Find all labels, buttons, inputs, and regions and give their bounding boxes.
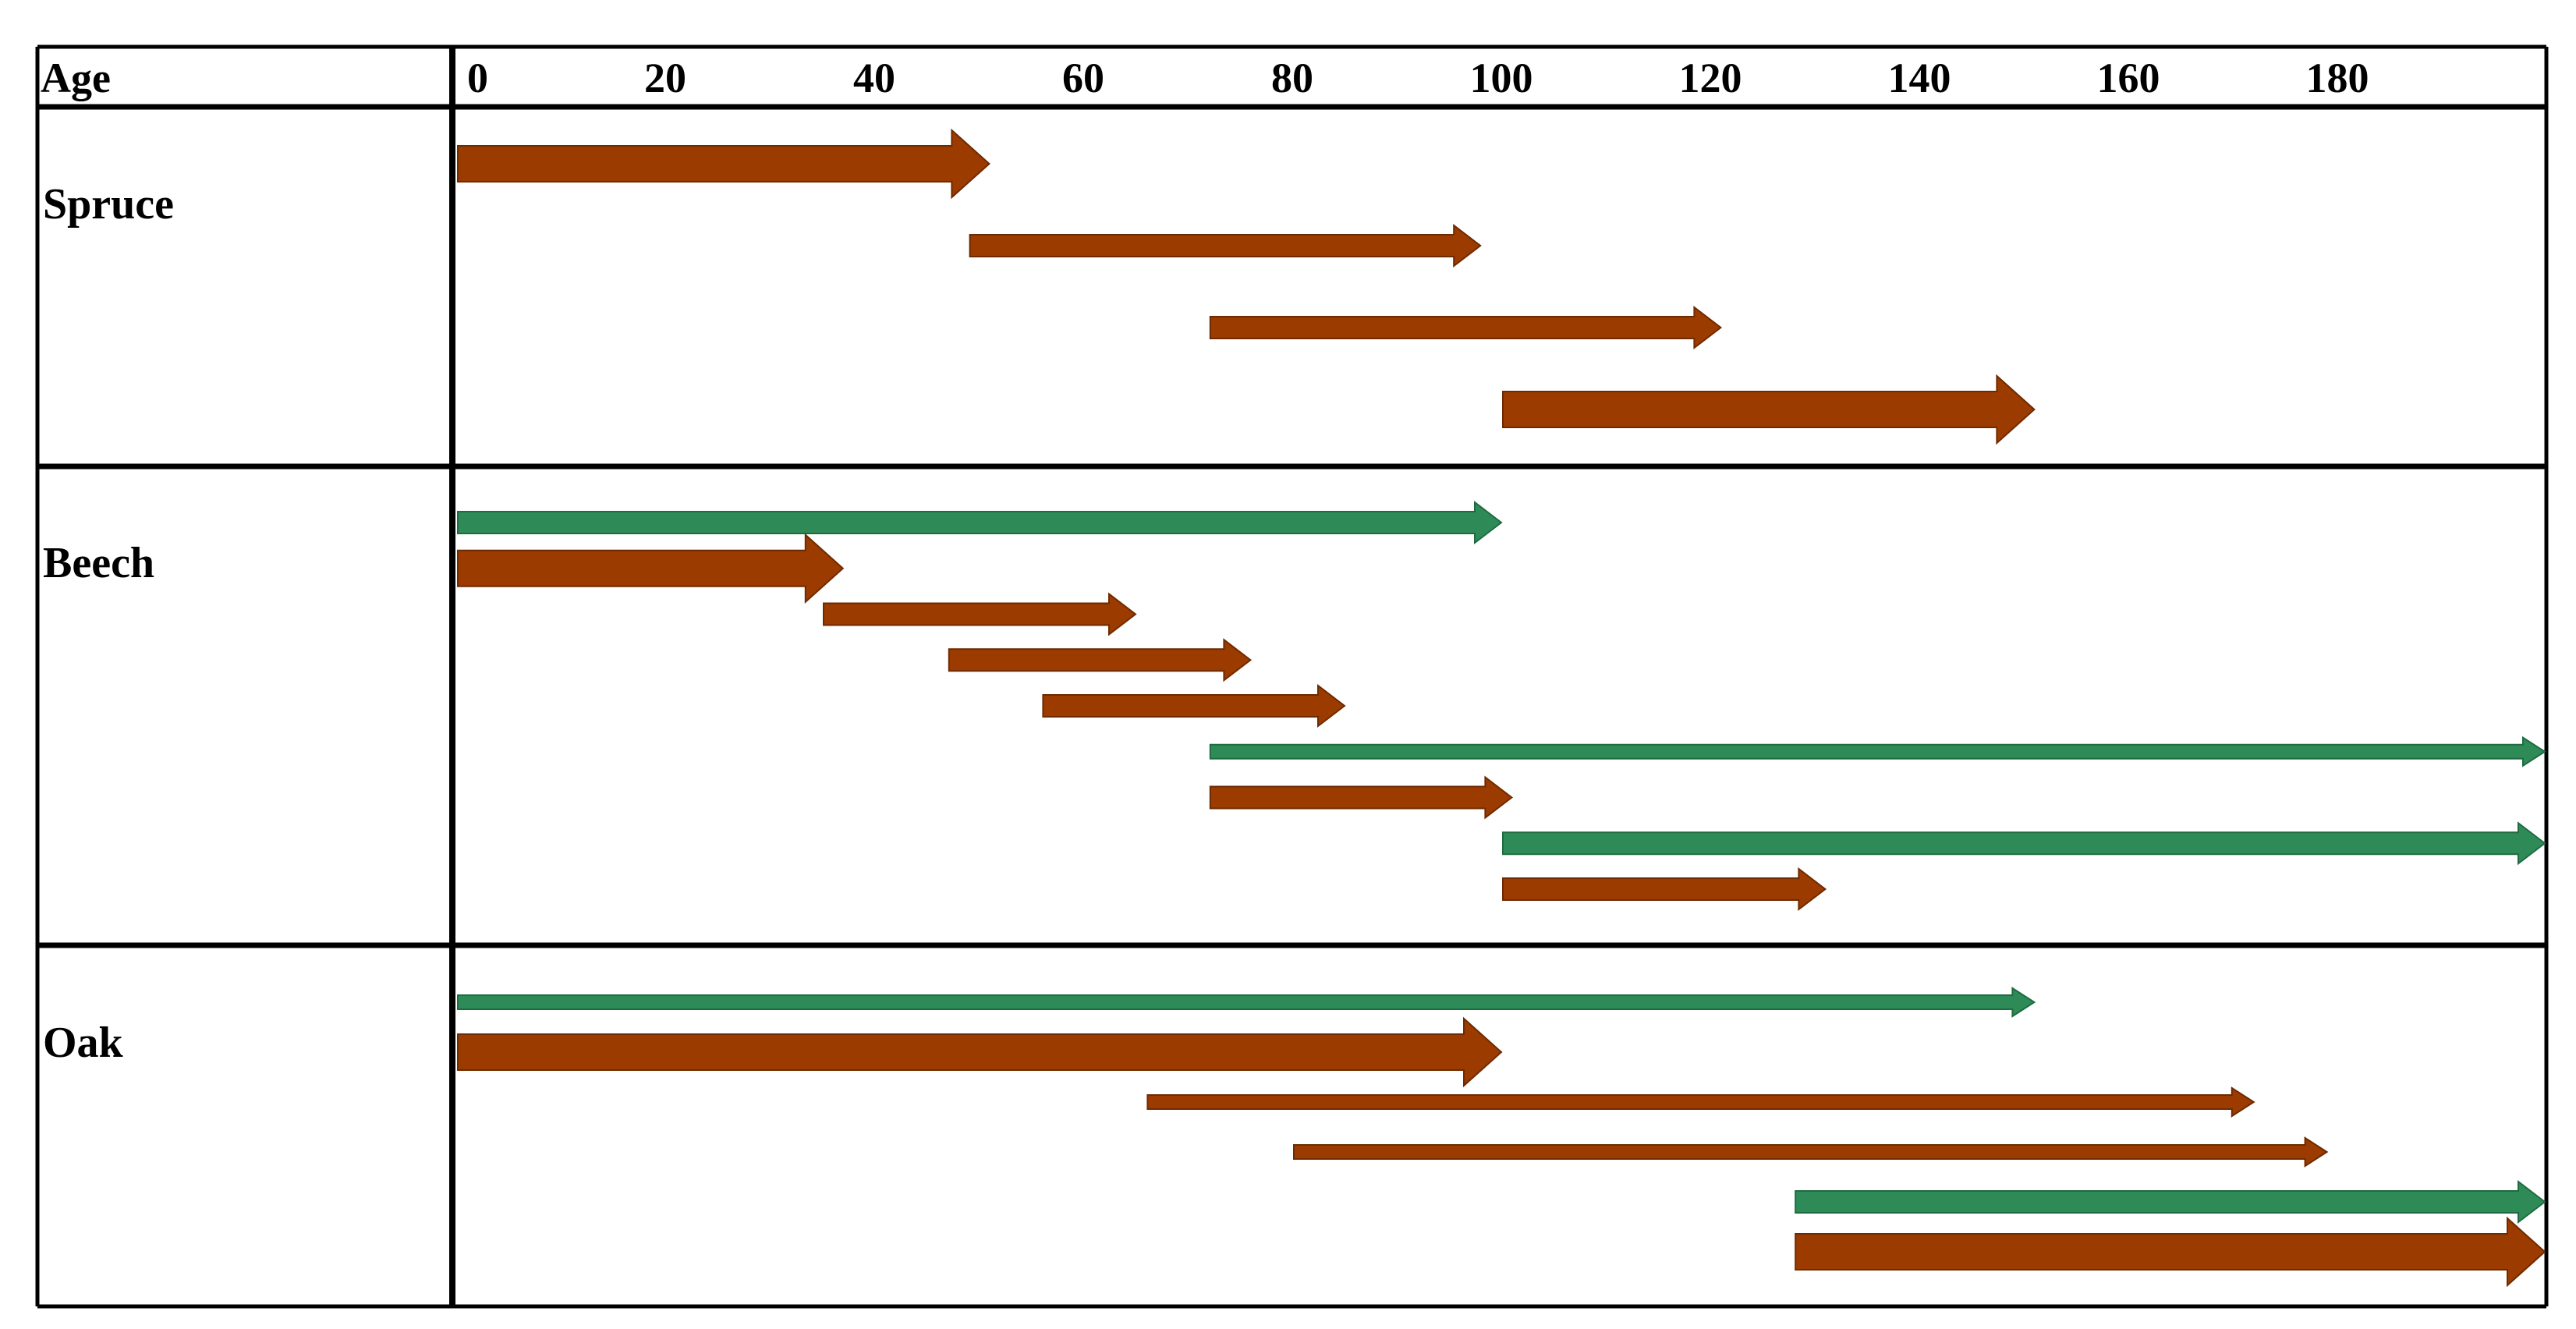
green-age-arrow <box>1209 735 2546 767</box>
brown-age-arrow <box>1502 867 1827 912</box>
brown-age-arrow <box>1209 775 1514 820</box>
species-rows: Spruce Beech Oak <box>43 128 2546 1288</box>
brown-age-arrow <box>457 128 990 200</box>
green-age-arrow <box>1795 1179 2546 1224</box>
brown-age-arrow <box>969 223 1482 268</box>
brown-age-arrow <box>1042 683 1346 728</box>
header-age-label: Age <box>41 55 111 101</box>
species-label: Spruce <box>43 180 174 229</box>
age-tick-label: 120 <box>1679 55 1742 101</box>
age-tick-label: 160 <box>2097 55 2160 101</box>
brown-age-arrow <box>948 638 1253 682</box>
species-row: Beech <box>43 500 2546 912</box>
species-label: Beech <box>43 539 154 587</box>
age-tick-label: 60 <box>1062 55 1104 101</box>
brown-age-arrow <box>1795 1216 2546 1288</box>
age-tick-label: 140 <box>1888 55 1951 101</box>
brown-age-arrow <box>457 1016 1503 1088</box>
brown-age-arrow <box>1293 1136 2329 1168</box>
table-grid <box>35 44 2549 1309</box>
brown-age-arrow <box>1502 374 2036 445</box>
species-label: Oak <box>43 1019 124 1067</box>
brown-age-arrow <box>823 592 1137 636</box>
brown-age-arrow <box>1209 305 1723 350</box>
age-tick-label: 20 <box>644 55 686 101</box>
species-row: Oak <box>43 987 2546 1288</box>
age-tick-label: 0 <box>467 55 488 101</box>
age-tick-label: 80 <box>1271 55 1313 101</box>
green-age-arrow <box>457 987 2036 1018</box>
species-row: Spruce <box>43 128 2036 445</box>
age-axis-ticks: 0 20 40 60 80 100 120 140 160 180 <box>467 55 2369 101</box>
green-age-arrow <box>1502 821 2546 866</box>
age-tick-label: 180 <box>2306 55 2369 101</box>
brown-age-arrow <box>457 533 845 604</box>
brown-age-arrow <box>1146 1086 2255 1118</box>
age-tick-label: 100 <box>1470 55 1533 101</box>
green-age-arrow <box>457 500 1503 545</box>
age-tick-label: 40 <box>853 55 895 101</box>
